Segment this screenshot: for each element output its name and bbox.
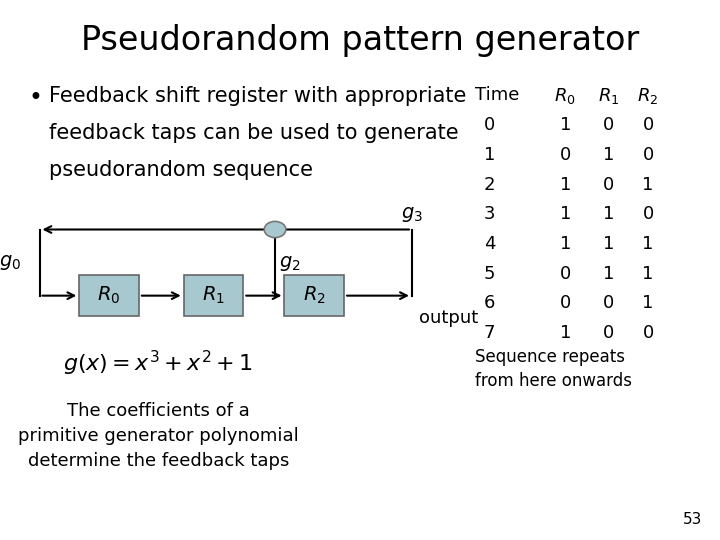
Text: 0: 0 [603,116,614,134]
Text: 1: 1 [559,324,571,342]
Circle shape [264,221,286,238]
Text: 1: 1 [642,294,654,312]
Text: feedback taps can be used to generate: feedback taps can be used to generate [49,123,459,143]
Text: 1: 1 [603,146,614,164]
Text: 7: 7 [484,324,495,342]
Text: 4: 4 [484,235,495,253]
Text: $g_0$: $g_0$ [0,253,22,272]
Text: 1: 1 [559,205,571,223]
Text: 5: 5 [484,265,495,282]
Text: 53: 53 [683,511,702,526]
Text: pseudorandom sequence: pseudorandom sequence [49,160,313,180]
Text: 0: 0 [559,146,571,164]
Text: $g(x) = x^3 + x^2 + 1$: $g(x) = x^3 + x^2 + 1$ [63,348,253,377]
Text: 1: 1 [603,265,614,282]
Text: $R_0$: $R_0$ [97,285,121,306]
Text: 1: 1 [559,116,571,134]
Text: $R_0$: $R_0$ [554,86,576,106]
Text: 1: 1 [642,235,654,253]
Text: 0: 0 [642,205,654,223]
Text: 0: 0 [642,324,654,342]
FancyBboxPatch shape [184,275,243,316]
Text: $g_3$: $g_3$ [401,205,423,224]
Text: Pseudorandom pattern generator: Pseudorandom pattern generator [81,24,639,57]
Text: 0: 0 [603,294,614,312]
Text: 0: 0 [559,265,571,282]
Text: 1: 1 [603,205,614,223]
Text: $R_1$: $R_1$ [598,86,619,106]
Text: output: output [419,309,478,327]
Text: The coefficients of a
primitive generator polynomial
determine the feedback taps: The coefficients of a primitive generato… [18,402,299,470]
Text: •: • [29,86,42,110]
Text: $R_1$: $R_1$ [202,285,225,306]
Text: 1: 1 [559,176,571,193]
Text: Sequence repeats
from here onwards: Sequence repeats from here onwards [475,348,632,390]
Text: 0: 0 [603,324,614,342]
Text: 2: 2 [484,176,495,193]
Text: Feedback shift register with appropriate: Feedback shift register with appropriate [49,86,467,106]
Text: 0: 0 [559,294,571,312]
Text: Time: Time [475,86,520,104]
Text: 1: 1 [559,235,571,253]
Text: 1: 1 [642,265,654,282]
FancyBboxPatch shape [79,275,139,316]
Text: 0: 0 [484,116,495,134]
Text: 3: 3 [484,205,495,223]
Text: 1: 1 [642,176,654,193]
Text: 6: 6 [484,294,495,312]
Text: $g_2$: $g_2$ [279,254,300,273]
Text: 1: 1 [484,146,495,164]
Text: $R_2$: $R_2$ [303,285,325,306]
FancyBboxPatch shape [284,275,344,316]
Text: 1: 1 [603,235,614,253]
Text: 0: 0 [642,116,654,134]
Text: $R_2$: $R_2$ [637,86,659,106]
Text: 0: 0 [603,176,614,193]
Text: 0: 0 [642,146,654,164]
